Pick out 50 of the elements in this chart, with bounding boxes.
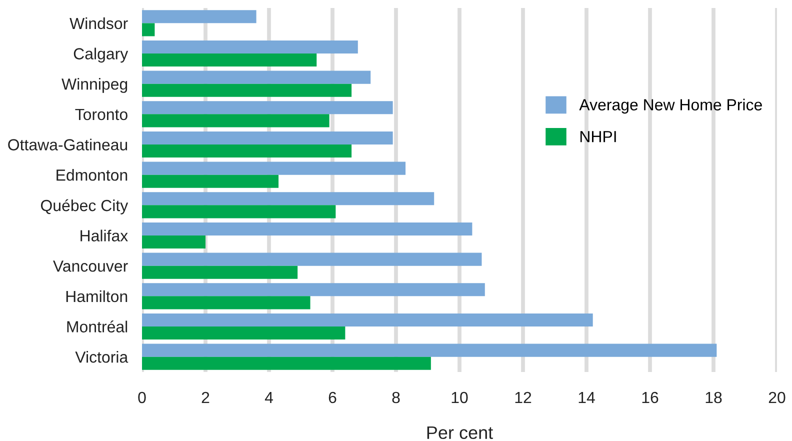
bar — [142, 296, 310, 310]
y-tick-label: Winnipeg — [62, 78, 128, 93]
bar — [142, 252, 482, 266]
x-tick-label: 12 — [515, 392, 532, 404]
x-tick-label: 2 — [202, 392, 210, 404]
bar — [142, 192, 434, 206]
bar — [142, 236, 206, 249]
y-tick-label: Toronto — [75, 108, 128, 120]
x-tick-label: 8 — [392, 392, 400, 404]
bar — [142, 205, 336, 218]
y-tick-label: Calgary — [74, 48, 128, 63]
x-tick-label: 16 — [642, 392, 658, 404]
bar — [142, 101, 393, 114]
x-tick-label: 4 — [264, 392, 273, 404]
bar — [142, 326, 346, 340]
bar — [142, 144, 352, 158]
y-tick-label: Hamilton — [66, 290, 128, 302]
y-tick-label: Montréal — [67, 320, 128, 332]
x-tick-label: 6 — [328, 392, 336, 404]
x-tick-label: 20 — [768, 392, 786, 404]
y-tick-label: Windsor — [70, 17, 128, 30]
bar — [142, 162, 406, 175]
y-tick-label: Halifax — [80, 230, 128, 242]
bar — [142, 84, 352, 97]
x-axis-title: Per cent — [427, 426, 493, 440]
bar — [142, 283, 485, 296]
bar — [142, 174, 279, 188]
x-tick-label: 14 — [578, 392, 595, 404]
bar — [142, 313, 593, 326]
bar — [142, 23, 155, 36]
y-tick-label: Québec City — [40, 199, 128, 214]
bar — [142, 40, 358, 54]
bar — [142, 10, 256, 24]
bar — [142, 54, 317, 67]
x-tick-label: 10 — [452, 392, 468, 404]
x-tick-label: 0 — [138, 392, 146, 404]
bar — [142, 266, 298, 279]
y-tick-label: Ottawa-Gatineau — [8, 138, 128, 150]
bar — [142, 356, 431, 370]
y-tick-label: Victoria — [75, 351, 128, 363]
legend-label: NHPI — [580, 131, 616, 142]
bar — [142, 114, 330, 128]
bar — [142, 131, 393, 144]
y-tick-label: Vancouver — [53, 260, 128, 272]
bar — [142, 222, 472, 236]
bar — [142, 70, 371, 84]
x-tick-label: 18 — [706, 392, 722, 404]
legend-label: Average New Home Price — [579, 98, 762, 114]
bar — [142, 344, 717, 357]
y-tick-label: Edmonton — [56, 169, 128, 181]
